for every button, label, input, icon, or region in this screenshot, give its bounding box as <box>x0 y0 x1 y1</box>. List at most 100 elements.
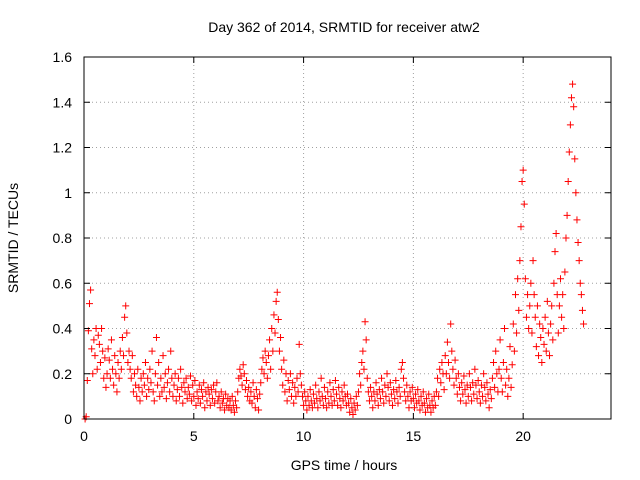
data-point <box>184 383 192 391</box>
data-point <box>147 379 155 387</box>
data-point <box>329 386 337 394</box>
data-point <box>347 395 355 403</box>
data-point <box>322 395 330 403</box>
data-point <box>367 383 375 391</box>
data-point <box>304 392 312 400</box>
data-point <box>404 392 412 400</box>
data-point <box>90 336 98 344</box>
data-point <box>135 383 143 391</box>
data-point <box>157 374 165 382</box>
data-point <box>263 374 271 382</box>
data-point <box>116 347 124 355</box>
data-point <box>556 275 564 283</box>
data-point <box>445 358 453 366</box>
data-point <box>437 379 445 387</box>
data-point <box>269 347 277 355</box>
data-point <box>268 325 276 332</box>
data-point <box>490 358 498 366</box>
data-point <box>576 279 584 287</box>
data-point <box>208 395 216 403</box>
data-point <box>550 279 558 287</box>
data-point <box>197 386 205 394</box>
data-point <box>148 347 156 355</box>
data-point <box>338 388 346 396</box>
data-point <box>525 325 533 332</box>
axis-ticks: 0 5 10 15 20 0 0.2 0.4 0.6 0.8 1 1.2 1.4 1.6 <box>53 49 611 444</box>
data-point <box>372 379 380 387</box>
data-point <box>155 358 163 366</box>
data-point <box>564 177 572 185</box>
data-point <box>541 313 549 321</box>
data-point <box>244 392 252 400</box>
data-point <box>470 390 478 398</box>
data-point <box>475 388 483 396</box>
data-point <box>476 399 484 407</box>
data-point <box>112 370 120 378</box>
data-point <box>294 388 302 396</box>
data-point <box>314 404 322 412</box>
data-point <box>396 392 404 400</box>
data-point <box>549 336 557 344</box>
y-axis-label: SRMTID / TECUs <box>5 183 21 293</box>
data-point <box>479 392 487 400</box>
data-point <box>496 336 504 344</box>
data-point <box>183 395 191 403</box>
data-point <box>200 379 208 387</box>
data-point <box>461 386 469 394</box>
data-point <box>293 374 301 382</box>
data-point <box>554 329 562 337</box>
data-point <box>214 397 222 405</box>
data-point <box>146 365 154 373</box>
data-point <box>160 383 168 391</box>
data-point <box>440 386 448 394</box>
data-point <box>280 356 288 364</box>
data-point <box>297 381 305 389</box>
data-point <box>432 388 440 396</box>
data-point <box>162 395 170 403</box>
data-point <box>535 352 543 360</box>
data-point <box>323 404 331 412</box>
data-point <box>232 397 240 405</box>
data-point <box>284 377 292 385</box>
data-point <box>380 399 388 407</box>
data-point <box>303 406 311 414</box>
data-point <box>205 390 213 398</box>
data-point <box>259 354 267 362</box>
data-point <box>502 381 510 389</box>
data-point <box>393 388 401 396</box>
data-point <box>330 397 338 405</box>
data-point <box>473 395 481 403</box>
data-point <box>138 388 146 396</box>
data-point <box>158 388 166 396</box>
data-point <box>371 397 379 405</box>
data-point <box>174 374 182 382</box>
data-point <box>101 354 109 362</box>
data-point <box>315 388 323 396</box>
data-point <box>128 352 136 360</box>
data-point <box>387 390 395 398</box>
data-point <box>427 408 435 416</box>
data-point <box>167 347 175 355</box>
data-point <box>320 383 328 391</box>
data-point <box>435 392 443 400</box>
data-point <box>151 370 159 378</box>
data-point <box>399 374 407 382</box>
data-point <box>196 399 204 407</box>
data-point <box>163 379 171 387</box>
data-point <box>471 365 479 373</box>
x-tick-label: 0 <box>80 428 88 444</box>
x-tick-label: 15 <box>406 428 422 444</box>
data-point <box>165 365 173 373</box>
data-point <box>443 338 451 346</box>
data-point <box>580 320 588 328</box>
data-point <box>188 397 196 405</box>
data-point <box>154 381 162 389</box>
data-point <box>182 374 190 382</box>
data-point <box>436 365 444 373</box>
data-point <box>466 383 474 391</box>
data-point <box>195 381 203 389</box>
data-point <box>382 392 390 400</box>
data-point <box>425 390 433 398</box>
data-point <box>123 329 131 337</box>
data-point <box>446 374 454 382</box>
